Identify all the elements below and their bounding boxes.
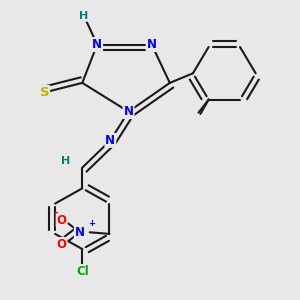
Text: H: H xyxy=(79,11,88,21)
Text: N: N xyxy=(124,105,134,118)
Text: H: H xyxy=(61,156,70,166)
Text: O: O xyxy=(57,214,67,227)
Text: O: O xyxy=(57,238,67,251)
Text: N: N xyxy=(105,134,116,147)
Text: N: N xyxy=(147,38,157,51)
Text: S: S xyxy=(40,86,49,99)
Text: Cl: Cl xyxy=(76,265,89,278)
Text: N: N xyxy=(75,226,85,239)
Text: N: N xyxy=(92,38,102,51)
Text: +: + xyxy=(88,219,95,228)
Text: -: - xyxy=(53,207,58,218)
